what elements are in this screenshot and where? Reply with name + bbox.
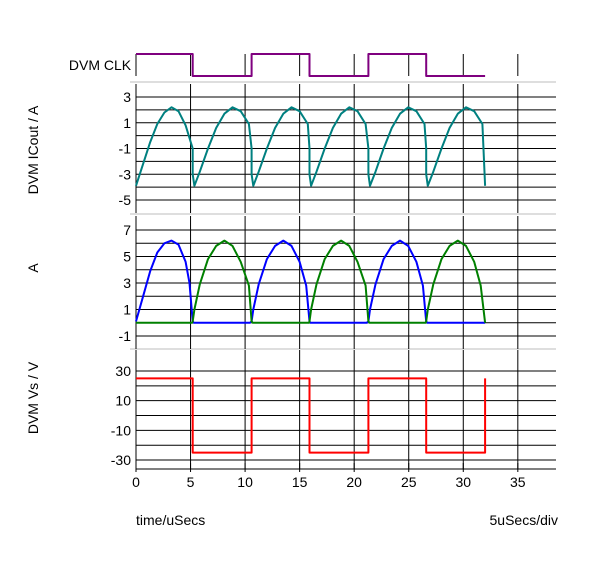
series-line	[136, 377, 487, 454]
y-tick-label: 5	[123, 249, 131, 265]
x-tick-label: 10	[237, 474, 253, 490]
x-tick-label: 25	[401, 474, 417, 490]
plot-panels: DVM CLK 3 1 -1 -3 -5 DVM ICout / A 7 5 3 1 -1 A 30 10 -…	[25, 53, 556, 490]
y-axis-label: DVM ICout / A	[25, 105, 41, 194]
x-tick-label: 0	[132, 474, 140, 490]
y-tick-label: 30	[115, 363, 131, 379]
x-tick-label: 15	[292, 474, 308, 490]
panel-1: DVM CLK	[69, 53, 519, 77]
y-tick-label: 3	[123, 275, 131, 291]
y-axis-label: DVM CLK	[69, 57, 132, 73]
panel-4: 30 10 -10 -30 DVM Vs / V 0 5 10 15 20 25 30 35	[25, 350, 556, 490]
series-line	[135, 239, 486, 324]
y-tick-label: 7	[123, 222, 131, 238]
y-tick-label: 1	[123, 115, 131, 131]
x-tick-label: 30	[455, 474, 471, 490]
series-line	[136, 239, 487, 324]
x-tick-label: 20	[346, 474, 362, 490]
y-axis-label: A	[25, 263, 41, 273]
y-tick-label: -3	[119, 166, 132, 182]
y-tick-label: -1	[119, 328, 132, 344]
panel-2: 3 1 -1 -3 -5 DVM ICout / A	[25, 84, 556, 213]
x-axis-label: time/uSecs	[136, 512, 205, 528]
y-tick-label: 3	[123, 89, 131, 105]
y-tick-label: 1	[123, 302, 131, 318]
y-axis-label: DVM Vs / V	[25, 361, 41, 434]
x-scale-label: 5uSecs/div	[490, 512, 558, 528]
x-tick-label: 5	[187, 474, 195, 490]
y-tick-label: -30	[111, 452, 131, 468]
series-line	[136, 53, 486, 77]
panel-3: 7 5 3 1 -1 A	[25, 216, 556, 349]
series-line	[135, 106, 487, 187]
x-tick-label: 35	[510, 474, 526, 490]
y-tick-label: -1	[119, 141, 132, 157]
y-tick-label: -5	[119, 192, 132, 208]
y-tick-label: 10	[115, 393, 131, 409]
y-tick-label: -10	[111, 422, 131, 438]
